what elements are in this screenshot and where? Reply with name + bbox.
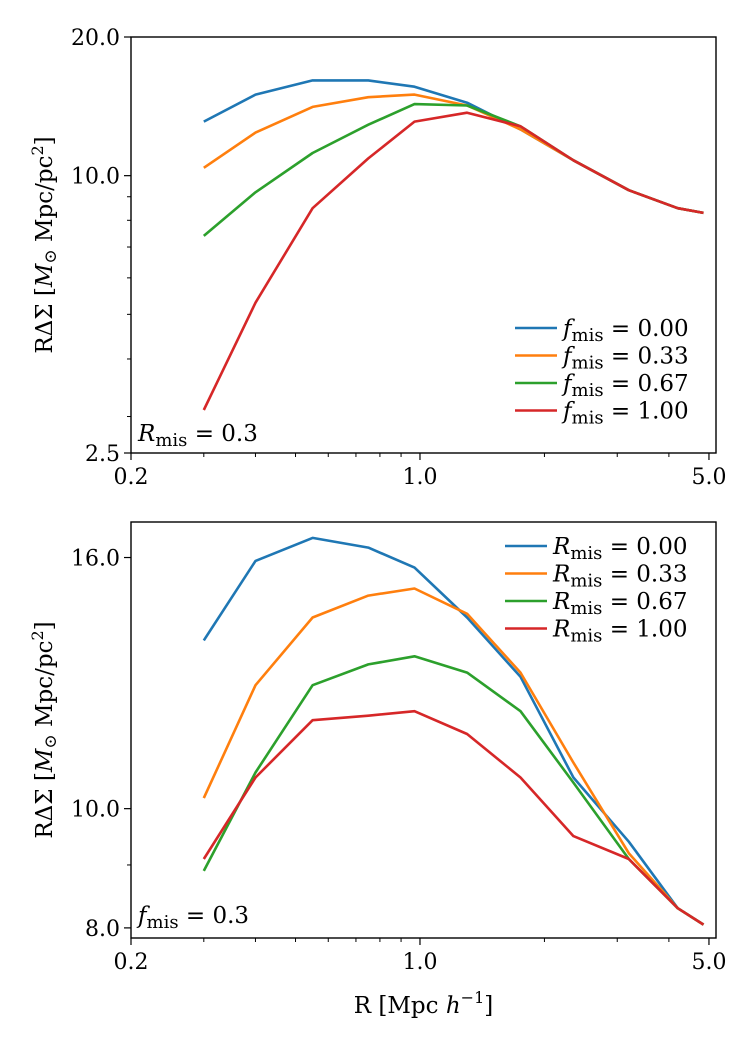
plot-frame xyxy=(130,521,717,939)
y-tick-label: 10.0 xyxy=(71,165,120,190)
series-line-1 xyxy=(202,587,705,926)
panel-annotation: Rmis = 0.3 xyxy=(137,421,258,451)
y-tick-label: 10.0 xyxy=(71,798,120,823)
series-line-3 xyxy=(202,709,705,926)
y-tick-label: 2.5 xyxy=(85,442,120,467)
panel-annotation: fmis = 0.3 xyxy=(136,903,249,933)
y-tick-label: 20.0 xyxy=(71,26,120,51)
series-line-0 xyxy=(202,536,705,926)
series-line-3 xyxy=(202,111,704,411)
legend-label: Rmis = 1.00 xyxy=(552,617,688,647)
legend-label: Rmis = 0.00 xyxy=(552,534,688,564)
series-line-2 xyxy=(202,654,705,926)
legend-label: fmis = 0.33 xyxy=(561,344,689,374)
x-tick-label: 1.0 xyxy=(402,950,437,975)
legend-label: fmis = 0.00 xyxy=(561,316,689,346)
series-line-1 xyxy=(203,93,704,215)
legend-label: Rmis = 0.33 xyxy=(552,562,688,592)
y-tick-label: 16.0 xyxy=(71,547,120,572)
plot-frame xyxy=(130,36,717,454)
x-tick-label: 5.0 xyxy=(691,465,726,490)
legend-label: fmis = 0.67 xyxy=(561,371,689,401)
x-axis-label: R [Mpc h−1] xyxy=(354,988,493,1019)
x-tick-label: 1.0 xyxy=(402,465,437,490)
legend-label: fmis = 1.00 xyxy=(561,399,689,429)
series-line-2 xyxy=(202,102,704,237)
x-tick-label: 5.0 xyxy=(691,950,726,975)
x-tick-label: 0.2 xyxy=(114,465,149,490)
y-axis-label: RΔΣ [M⊙ Mpc/pc2] xyxy=(28,136,61,353)
legend-label: Rmis = 0.67 xyxy=(552,589,688,619)
y-tick-label: 8.0 xyxy=(85,917,120,942)
x-tick-label: 0.2 xyxy=(114,950,149,975)
y-axis-label: RΔΣ [M⊙ Mpc/pc2] xyxy=(28,621,61,838)
series-line-0 xyxy=(203,79,704,215)
